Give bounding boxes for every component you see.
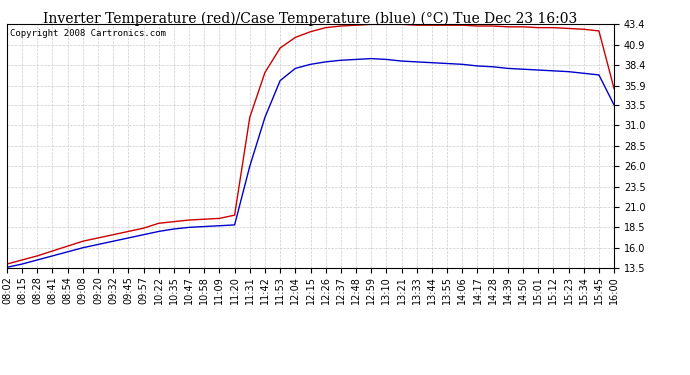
Text: Copyright 2008 Cartronics.com: Copyright 2008 Cartronics.com xyxy=(10,29,166,38)
Text: Inverter Temperature (red)/Case Temperature (blue) (°C) Tue Dec 23 16:03: Inverter Temperature (red)/Case Temperat… xyxy=(43,11,578,26)
